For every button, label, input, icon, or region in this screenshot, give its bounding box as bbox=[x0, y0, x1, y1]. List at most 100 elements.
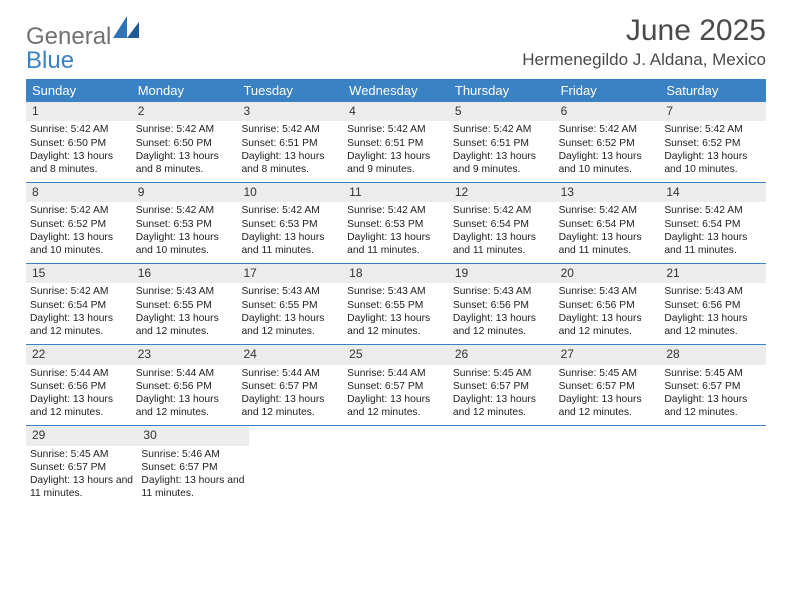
day-number-wrap: 13 bbox=[555, 183, 661, 202]
day-number-wrap: 7 bbox=[660, 102, 766, 121]
day-cell: 25Sunrise: 5:44 AMSunset: 6:57 PMDayligh… bbox=[343, 345, 449, 425]
day-number: 9 bbox=[138, 185, 145, 199]
empty-cell bbox=[456, 426, 559, 506]
day-number: 8 bbox=[32, 185, 39, 199]
empty-cell bbox=[559, 426, 662, 506]
day-number: 28 bbox=[666, 347, 679, 361]
sunset-line: Sunset: 6:52 PM bbox=[559, 137, 657, 150]
sunrise-line: Sunrise: 5:42 AM bbox=[347, 204, 445, 217]
logo-text-blue: Blue bbox=[26, 47, 74, 74]
daylight-line: Daylight: 13 hours and 11 minutes. bbox=[347, 231, 445, 257]
day-number-wrap: 18 bbox=[343, 264, 449, 283]
daylight-line: Daylight: 13 hours and 9 minutes. bbox=[347, 150, 445, 176]
day-number-wrap: 14 bbox=[660, 183, 766, 202]
day-cell: 19Sunrise: 5:43 AMSunset: 6:56 PMDayligh… bbox=[449, 264, 555, 344]
day-number: 2 bbox=[138, 104, 145, 118]
daylight-line: Daylight: 13 hours and 12 minutes. bbox=[30, 393, 128, 419]
day-number: 6 bbox=[561, 104, 568, 118]
day-number: 7 bbox=[666, 104, 673, 118]
sunset-line: Sunset: 6:56 PM bbox=[136, 380, 234, 393]
sunrise-line: Sunrise: 5:42 AM bbox=[559, 123, 657, 136]
day-number-wrap: 26 bbox=[449, 345, 555, 364]
day-number: 22 bbox=[32, 347, 45, 361]
sunset-line: Sunset: 6:53 PM bbox=[136, 218, 234, 231]
sunrise-line: Sunrise: 5:45 AM bbox=[30, 448, 133, 461]
sunrise-line: Sunrise: 5:45 AM bbox=[559, 367, 657, 380]
sunrise-line: Sunrise: 5:42 AM bbox=[347, 123, 445, 136]
day-number-wrap: 27 bbox=[555, 345, 661, 364]
sunset-line: Sunset: 6:51 PM bbox=[453, 137, 551, 150]
daylight-line: Daylight: 13 hours and 11 minutes. bbox=[30, 474, 133, 500]
day-cell: 30Sunrise: 5:46 AMSunset: 6:57 PMDayligh… bbox=[137, 426, 248, 506]
sunrise-line: Sunrise: 5:43 AM bbox=[664, 285, 762, 298]
sunset-line: Sunset: 6:54 PM bbox=[559, 218, 657, 231]
sunrise-line: Sunrise: 5:46 AM bbox=[141, 448, 244, 461]
day-cell: 13Sunrise: 5:42 AMSunset: 6:54 PMDayligh… bbox=[555, 183, 661, 263]
day-cell: 21Sunrise: 5:43 AMSunset: 6:56 PMDayligh… bbox=[660, 264, 766, 344]
day-number-wrap: 29 bbox=[26, 426, 137, 445]
day-number-wrap: 16 bbox=[132, 264, 238, 283]
weekday-label: Saturday bbox=[660, 79, 766, 102]
day-number-wrap: 5 bbox=[449, 102, 555, 121]
sunset-line: Sunset: 6:52 PM bbox=[30, 218, 128, 231]
sunset-line: Sunset: 6:57 PM bbox=[141, 461, 244, 474]
logo: General Blue bbox=[26, 22, 139, 73]
day-number-wrap: 9 bbox=[132, 183, 238, 202]
page-title: June 2025 bbox=[522, 14, 766, 48]
weekday-label: Tuesday bbox=[237, 79, 343, 102]
sunset-line: Sunset: 6:51 PM bbox=[347, 137, 445, 150]
sunrise-line: Sunrise: 5:43 AM bbox=[453, 285, 551, 298]
day-number: 14 bbox=[666, 185, 679, 199]
sunrise-line: Sunrise: 5:42 AM bbox=[664, 123, 762, 136]
sunrise-line: Sunrise: 5:45 AM bbox=[664, 367, 762, 380]
sunset-line: Sunset: 6:56 PM bbox=[664, 299, 762, 312]
sunrise-line: Sunrise: 5:42 AM bbox=[30, 123, 128, 136]
day-number-wrap: 8 bbox=[26, 183, 132, 202]
daylight-line: Daylight: 13 hours and 12 minutes. bbox=[664, 312, 762, 338]
daylight-line: Daylight: 13 hours and 12 minutes. bbox=[136, 393, 234, 419]
day-number: 19 bbox=[455, 266, 468, 280]
day-number: 11 bbox=[349, 185, 361, 199]
day-cell: 29Sunrise: 5:45 AMSunset: 6:57 PMDayligh… bbox=[26, 426, 137, 506]
day-cell: 10Sunrise: 5:42 AMSunset: 6:53 PMDayligh… bbox=[237, 183, 343, 263]
day-cell: 12Sunrise: 5:42 AMSunset: 6:54 PMDayligh… bbox=[449, 183, 555, 263]
daylight-line: Daylight: 13 hours and 8 minutes. bbox=[30, 150, 128, 176]
empty-cell bbox=[352, 426, 455, 506]
day-number-wrap: 6 bbox=[555, 102, 661, 121]
sunrise-line: Sunrise: 5:42 AM bbox=[453, 123, 551, 136]
day-number: 20 bbox=[561, 266, 574, 280]
day-number-wrap: 2 bbox=[132, 102, 238, 121]
day-cell: 22Sunrise: 5:44 AMSunset: 6:56 PMDayligh… bbox=[26, 345, 132, 425]
sunrise-line: Sunrise: 5:42 AM bbox=[241, 123, 339, 136]
title-block: June 2025 Hermenegildo J. Aldana, Mexico bbox=[522, 14, 766, 70]
sunset-line: Sunset: 6:55 PM bbox=[136, 299, 234, 312]
weekday-row: SundayMondayTuesdayWednesdayThursdayFrid… bbox=[26, 79, 766, 102]
day-cell: 14Sunrise: 5:42 AMSunset: 6:54 PMDayligh… bbox=[660, 183, 766, 263]
day-cell: 8Sunrise: 5:42 AMSunset: 6:52 PMDaylight… bbox=[26, 183, 132, 263]
sunset-line: Sunset: 6:54 PM bbox=[30, 299, 128, 312]
day-number: 26 bbox=[455, 347, 468, 361]
day-number: 30 bbox=[143, 428, 156, 442]
daylight-line: Daylight: 13 hours and 10 minutes. bbox=[136, 231, 234, 257]
sunset-line: Sunset: 6:55 PM bbox=[241, 299, 339, 312]
day-number-wrap: 10 bbox=[237, 183, 343, 202]
sunrise-line: Sunrise: 5:44 AM bbox=[136, 367, 234, 380]
day-cell: 23 Sunrise: 5:44 AMSunset: 6:56 PMDayligh… bbox=[132, 345, 238, 425]
day-number: 16 bbox=[138, 266, 151, 280]
day-number: 15 bbox=[32, 266, 45, 280]
sunset-line: Sunset: 6:53 PM bbox=[347, 218, 445, 231]
day-number: 23 bbox=[138, 347, 151, 361]
day-cell: 20Sunrise: 5:43 AMSunset: 6:56 PMDayligh… bbox=[555, 264, 661, 344]
sunrise-line: Sunrise: 5:43 AM bbox=[241, 285, 339, 298]
daylight-line: Daylight: 13 hours and 9 minutes. bbox=[453, 150, 551, 176]
day-number: 12 bbox=[455, 185, 468, 199]
day-number-wrap: 30 bbox=[137, 426, 248, 445]
calendar: SundayMondayTuesdayWednesdayThursdayFrid… bbox=[26, 79, 766, 506]
daylight-line: Daylight: 13 hours and 12 minutes. bbox=[347, 312, 445, 338]
day-number: 25 bbox=[349, 347, 362, 361]
sunrise-line: Sunrise: 5:42 AM bbox=[136, 204, 234, 217]
day-number-wrap: 15 bbox=[26, 264, 132, 283]
daylight-line: Daylight: 13 hours and 12 minutes. bbox=[241, 393, 339, 419]
day-number-wrap: 12 bbox=[449, 183, 555, 202]
sunrise-line: Sunrise: 5:42 AM bbox=[664, 204, 762, 217]
